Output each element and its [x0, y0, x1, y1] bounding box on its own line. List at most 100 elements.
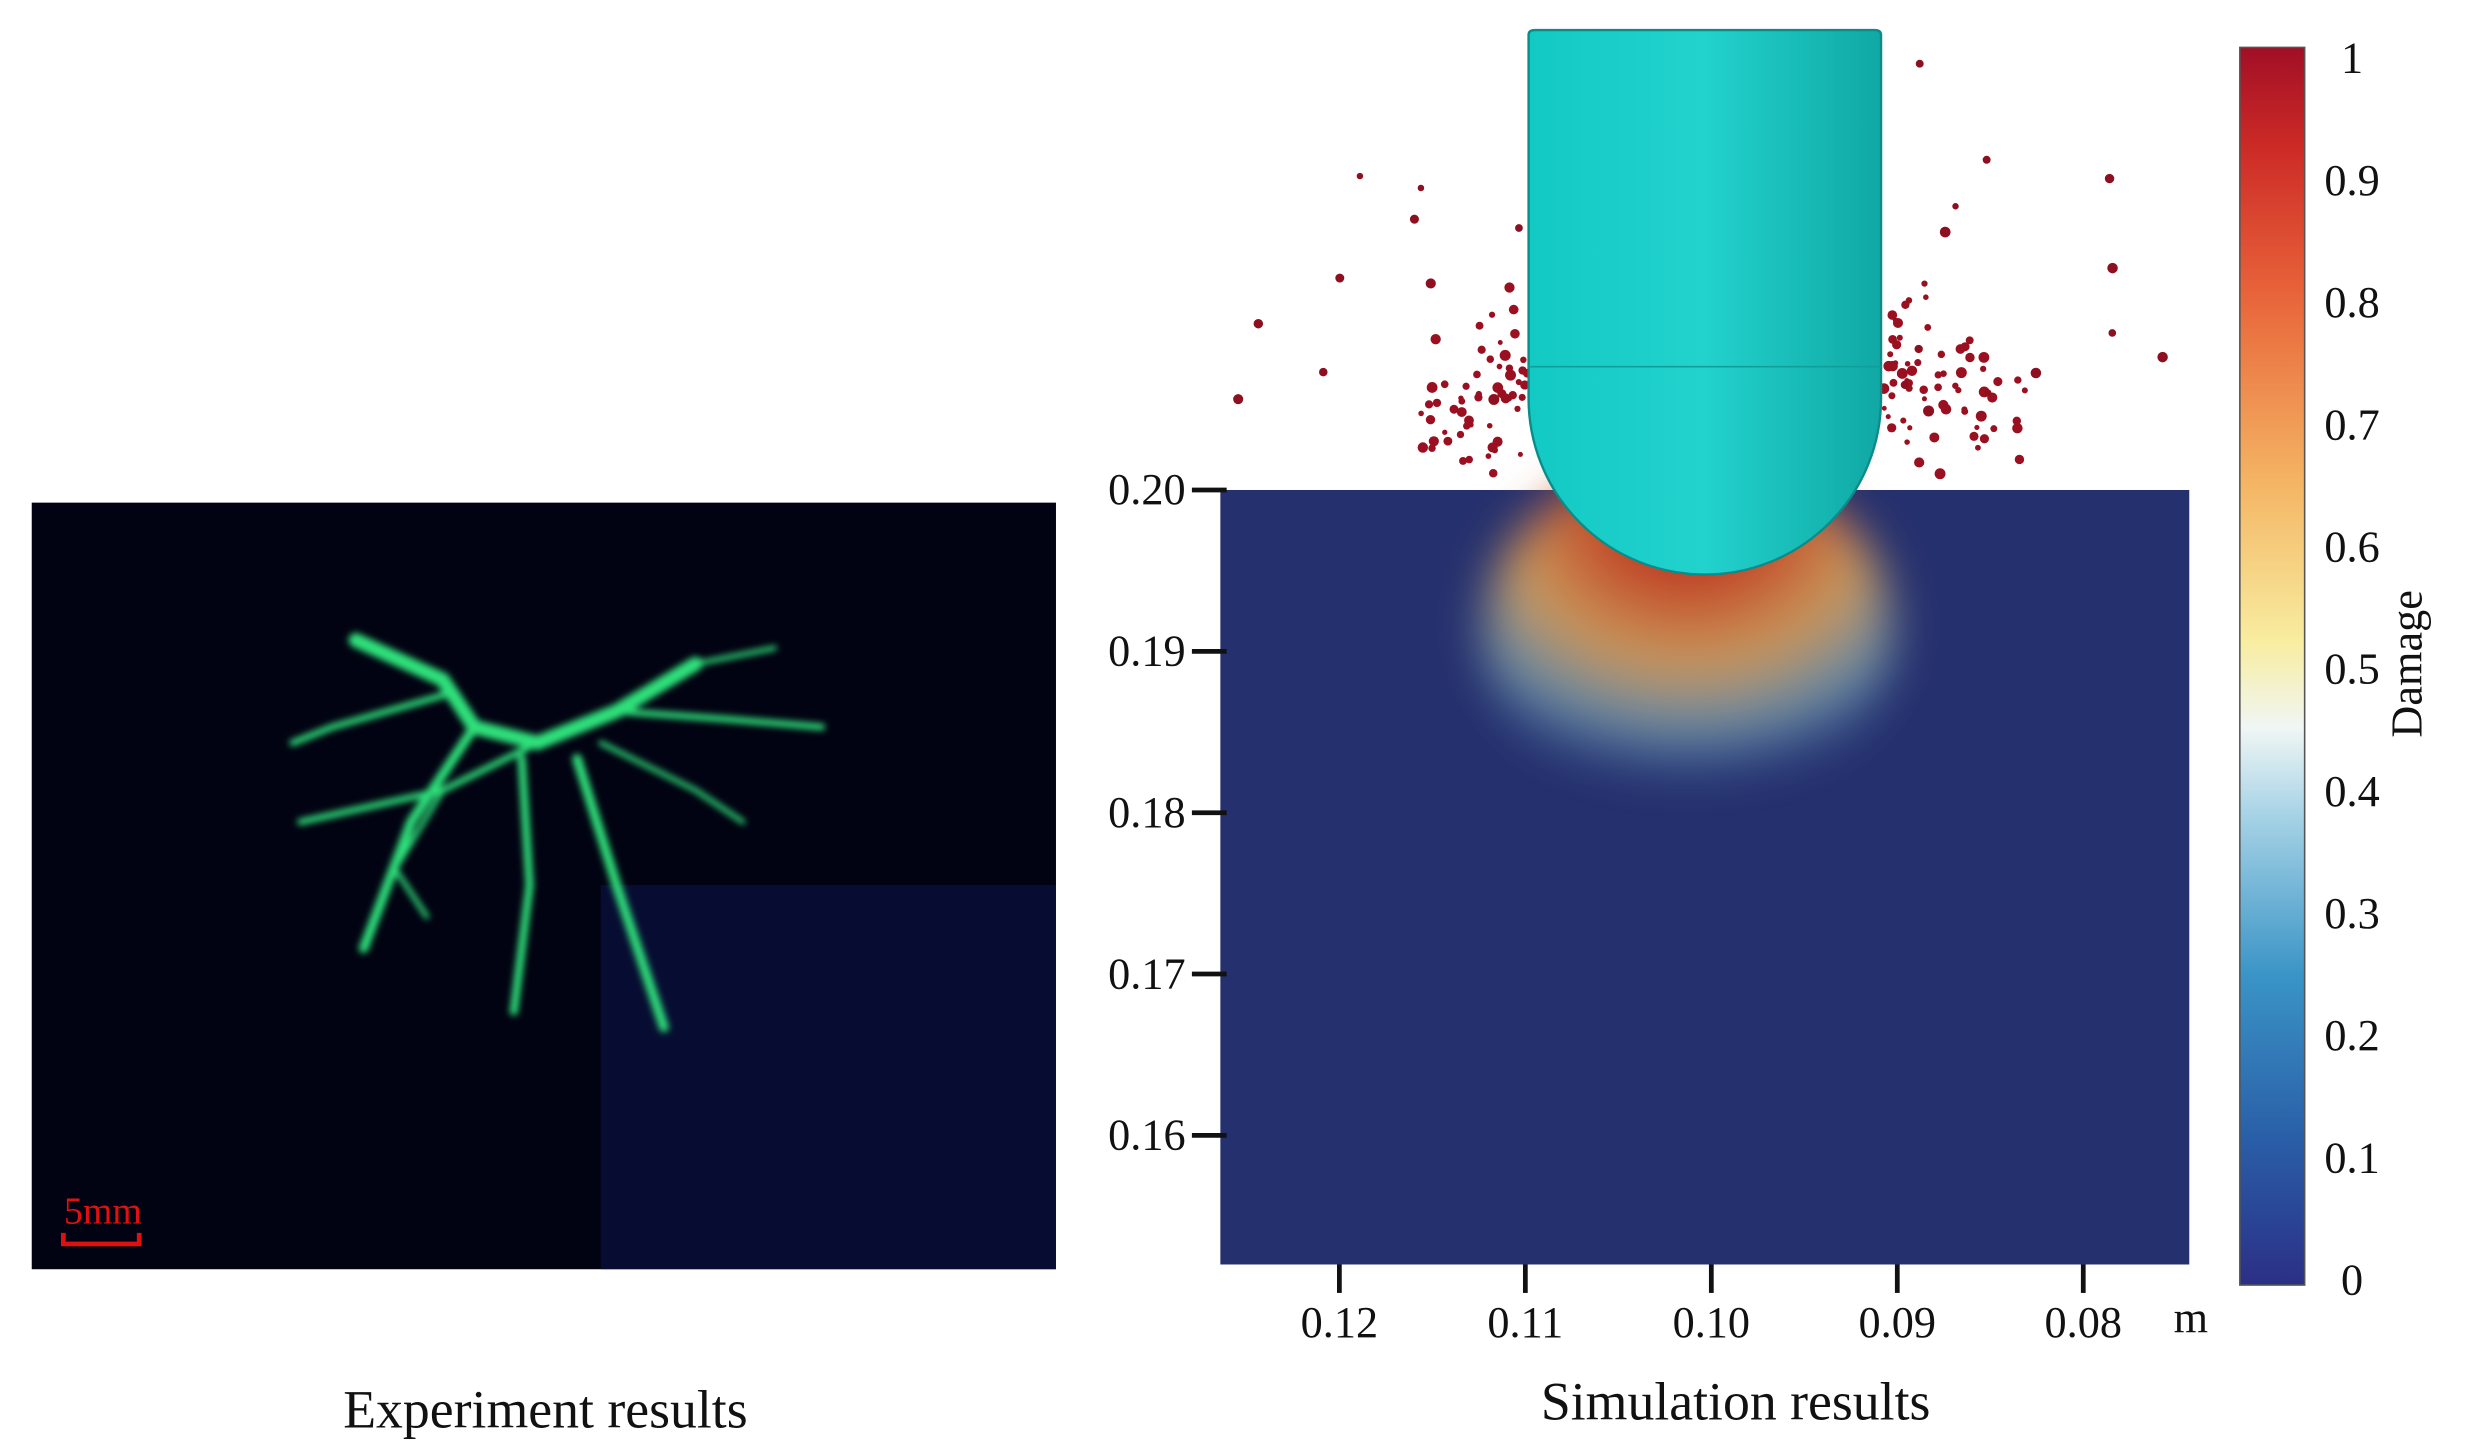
- debris: [1485, 453, 1492, 459]
- experiment-caption: Experiment results: [343, 1379, 747, 1439]
- debris: [1923, 294, 1929, 300]
- debris: [1488, 468, 1498, 478]
- debris: [2108, 329, 2117, 337]
- debris: [1253, 318, 1264, 329]
- debris: [1459, 457, 1467, 465]
- debris: [1934, 371, 1942, 379]
- debris: [1417, 184, 1425, 192]
- indenter: [1527, 28, 1883, 576]
- x-tick-label: 0.10: [1673, 1298, 1750, 1347]
- debris: [1477, 345, 1486, 354]
- debris: [1923, 405, 1935, 417]
- debris: [1887, 310, 1898, 320]
- colorbar: [2239, 46, 2306, 1286]
- x-tick-label: 0.09: [1859, 1298, 1936, 1347]
- debris: [1969, 431, 1979, 441]
- debris: [1497, 340, 1503, 345]
- debris: [1888, 392, 1896, 400]
- colorbar-tick-label: 0: [2341, 1256, 2363, 1305]
- debris: [1914, 359, 1922, 367]
- debris: [1465, 455, 1473, 464]
- debris: [1921, 280, 1928, 287]
- debris: [1955, 367, 1967, 379]
- debris: [1440, 380, 1449, 389]
- debris: [1505, 369, 1517, 381]
- debris: [1915, 59, 1924, 68]
- debris: [1978, 351, 1990, 363]
- debris: [1939, 226, 1951, 238]
- debris: [1487, 442, 1498, 453]
- colorbar-tick-label: 0.8: [2324, 278, 2379, 327]
- debris: [1520, 380, 1530, 390]
- debris: [2021, 387, 2028, 394]
- cracks: [289, 633, 826, 1033]
- debris: [2012, 422, 2023, 434]
- debris: [1885, 414, 1891, 420]
- colorbar-tick-label: 0.1: [2324, 1133, 2379, 1182]
- debris: [1881, 405, 1887, 411]
- y-tick-label: 0.16: [1108, 1111, 1185, 1160]
- debris: [1462, 382, 1470, 390]
- debris: [1335, 273, 1345, 283]
- debris: [1515, 224, 1523, 232]
- debris: [2012, 416, 2022, 426]
- debris: [1233, 394, 1244, 405]
- debris: [1497, 389, 1507, 399]
- debris: [1924, 323, 1932, 331]
- debris: [1904, 361, 1911, 367]
- debris: [1475, 321, 1484, 330]
- debris: [1486, 422, 1493, 429]
- debris: [1456, 430, 1465, 439]
- debris: [1914, 457, 1925, 468]
- debris: [1955, 387, 1962, 394]
- debris: [1430, 334, 1441, 345]
- debris: [1929, 432, 1940, 443]
- debris: [1961, 408, 1969, 415]
- debris: [1486, 355, 1495, 363]
- debris: [1900, 417, 1907, 424]
- debris: [1425, 414, 1436, 425]
- debris: [1905, 297, 1913, 304]
- debris: [1473, 370, 1481, 379]
- colorbar-tick-label: 0.5: [2324, 645, 2379, 694]
- debris: [1914, 344, 1923, 354]
- scale-bar: [60, 1232, 142, 1247]
- colorbar-tick-label: 0.6: [2324, 522, 2379, 571]
- debris: [1417, 442, 1429, 453]
- debris: [1514, 405, 1521, 412]
- debris: [1424, 400, 1434, 409]
- debris: [1449, 404, 1459, 414]
- debris: [1892, 360, 1899, 366]
- debris: [1955, 344, 1966, 354]
- debris: [1974, 424, 1980, 431]
- debris: [1980, 365, 1987, 372]
- debris: [1887, 423, 1897, 433]
- debris: [1499, 349, 1511, 361]
- debris: [2157, 351, 2168, 363]
- colorbar-tick-label: 0.2: [2324, 1011, 2379, 1060]
- debris: [1504, 282, 1515, 293]
- debris: [1426, 382, 1438, 393]
- debris: [1906, 365, 1918, 376]
- debris: [1428, 436, 1439, 447]
- scale-bar-label: 5mm: [64, 1190, 142, 1232]
- colorbar-tick-label: 0.4: [2324, 767, 2379, 816]
- debris: [1889, 378, 1898, 387]
- debris: [1990, 425, 1998, 433]
- debris: [1904, 439, 1910, 445]
- debris: [1907, 425, 1913, 431]
- debris: [1938, 399, 1949, 411]
- colorbar-label: Damage: [2383, 590, 2432, 737]
- debris: [1456, 407, 1467, 418]
- debris: [1463, 422, 1471, 430]
- debris: [2107, 262, 2118, 274]
- debris: [2014, 376, 2022, 384]
- debris: [1883, 360, 1894, 372]
- debris: [1896, 334, 1903, 341]
- debris: [1952, 203, 1959, 210]
- colorbar-tick-label: 0.3: [2324, 889, 2379, 938]
- debris: [1934, 468, 1946, 480]
- debris: [2014, 454, 2025, 465]
- debris: [1984, 389, 1992, 397]
- y-tick-label: 0.17: [1108, 949, 1185, 998]
